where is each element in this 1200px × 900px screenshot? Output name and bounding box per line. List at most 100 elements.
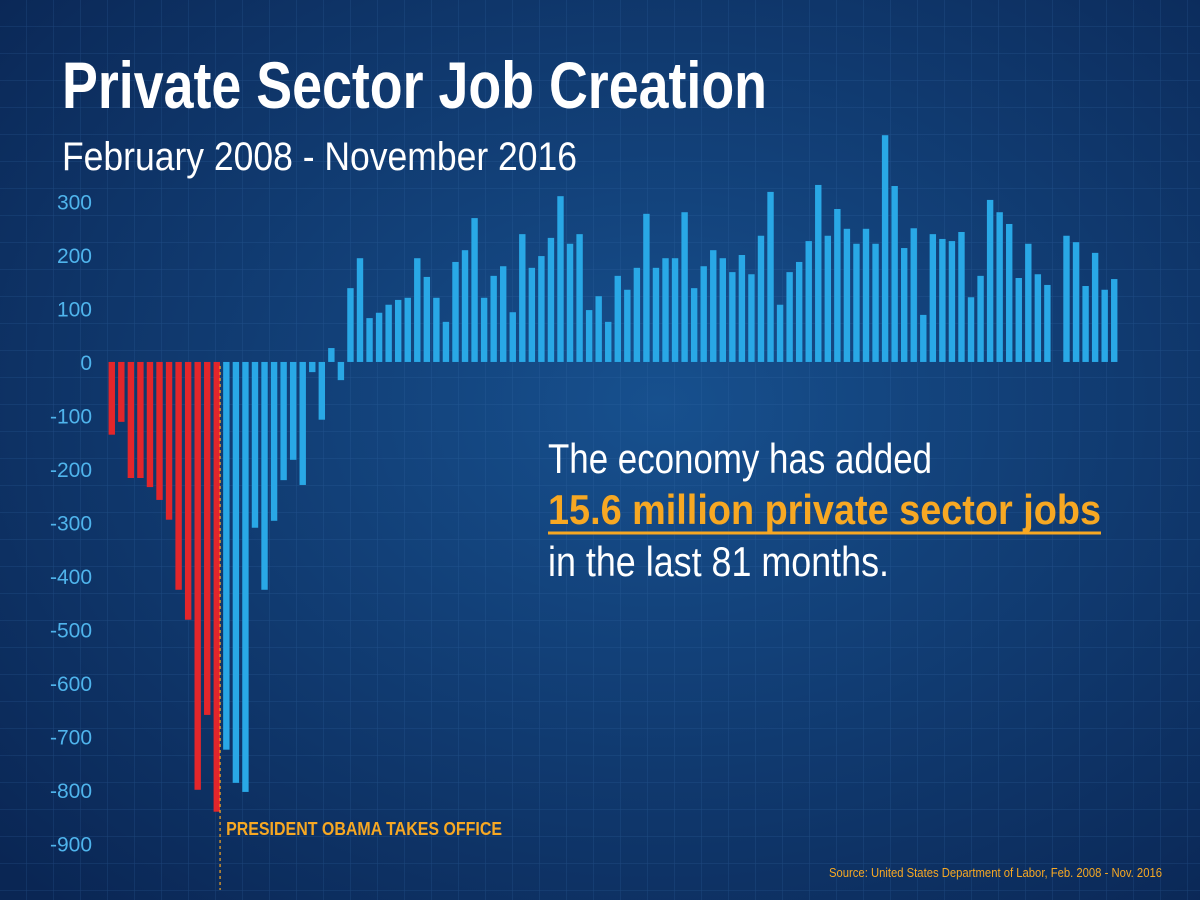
bar xyxy=(767,191,774,362)
bar xyxy=(872,243,879,362)
bar xyxy=(127,361,135,479)
bar xyxy=(757,235,765,362)
bar xyxy=(356,258,364,362)
bar xyxy=(299,361,306,485)
bar xyxy=(986,199,994,362)
bar xyxy=(1044,284,1051,362)
bar xyxy=(347,288,354,362)
bar xyxy=(223,361,230,750)
bar xyxy=(289,361,297,460)
bar xyxy=(690,288,698,362)
bar xyxy=(910,228,917,362)
bar xyxy=(624,289,631,362)
callout-line: The economy has added xyxy=(548,435,932,482)
bar xyxy=(643,213,650,362)
bar xyxy=(939,238,946,362)
bar xyxy=(118,361,125,422)
bar xyxy=(538,256,545,362)
y-tick-label: 200 xyxy=(57,245,92,268)
bar xyxy=(165,361,173,520)
bar xyxy=(1082,286,1089,362)
bar xyxy=(547,237,555,362)
y-tick-label: -400 xyxy=(50,566,92,589)
bar xyxy=(385,304,392,362)
bar xyxy=(891,186,898,362)
y-tick-label: 100 xyxy=(57,298,92,321)
bar xyxy=(519,234,526,362)
bar xyxy=(156,361,163,500)
bar xyxy=(1101,289,1108,362)
bar xyxy=(1006,223,1013,362)
y-tick-label: -900 xyxy=(50,833,92,856)
bar xyxy=(175,361,182,590)
bar xyxy=(442,321,450,362)
bar xyxy=(920,314,927,362)
bar xyxy=(576,234,583,362)
bar xyxy=(633,267,641,362)
chart-subtitle: February 2008 - November 2016 xyxy=(62,135,577,179)
bar xyxy=(719,258,726,362)
bar xyxy=(404,297,411,362)
bar xyxy=(996,212,1003,362)
bar xyxy=(729,272,736,362)
bar xyxy=(700,266,707,362)
bar xyxy=(1063,235,1070,362)
bar xyxy=(194,361,201,790)
bar xyxy=(662,258,669,362)
bar xyxy=(652,267,660,362)
callout-line: in the last 81 months. xyxy=(548,538,889,585)
bar xyxy=(108,361,115,435)
bar xyxy=(137,361,144,479)
y-tick-label: -300 xyxy=(50,512,92,535)
y-tick-label: 300 xyxy=(57,192,92,215)
bar xyxy=(843,228,851,362)
bar xyxy=(557,196,564,362)
bar xyxy=(146,361,154,488)
y-tick-label: -200 xyxy=(50,459,92,482)
bar xyxy=(738,255,746,362)
bar xyxy=(433,297,440,362)
bar xyxy=(328,348,335,362)
bar xyxy=(280,361,287,481)
bar xyxy=(242,361,249,792)
bar xyxy=(748,274,755,362)
bar xyxy=(671,258,679,362)
bar xyxy=(824,235,832,362)
annotation-label: PRESIDENT OBAMA TAKES OFFICE xyxy=(226,819,502,839)
bar xyxy=(366,318,373,362)
bar xyxy=(452,261,459,362)
chart-title: Private Sector Job Creation xyxy=(62,48,767,122)
bar xyxy=(815,184,822,362)
bar xyxy=(232,361,240,783)
bar xyxy=(710,250,717,362)
bar xyxy=(480,297,488,362)
bar xyxy=(375,312,383,362)
bar xyxy=(423,276,431,362)
y-tick-label: -800 xyxy=(50,780,92,803)
bar xyxy=(948,241,956,362)
bar xyxy=(318,361,326,420)
callout-highlight: 15.6 million private sector jobs xyxy=(548,486,1101,533)
bar xyxy=(862,228,870,362)
bar xyxy=(528,267,536,362)
bar xyxy=(261,361,268,590)
bar xyxy=(1111,279,1118,362)
bar xyxy=(1015,277,1022,362)
bar xyxy=(204,361,211,715)
bar xyxy=(184,361,192,620)
bar xyxy=(900,248,908,362)
y-tick-label: -600 xyxy=(50,673,92,696)
bar xyxy=(1034,274,1042,362)
bar xyxy=(1072,242,1080,362)
bar xyxy=(309,361,316,373)
bar xyxy=(461,250,469,362)
bar xyxy=(605,321,612,362)
bar xyxy=(509,312,516,362)
bar xyxy=(834,209,841,362)
bar xyxy=(1091,252,1099,362)
bar xyxy=(337,361,345,381)
bar xyxy=(958,232,965,362)
bar xyxy=(500,266,507,362)
bar xyxy=(681,212,688,362)
